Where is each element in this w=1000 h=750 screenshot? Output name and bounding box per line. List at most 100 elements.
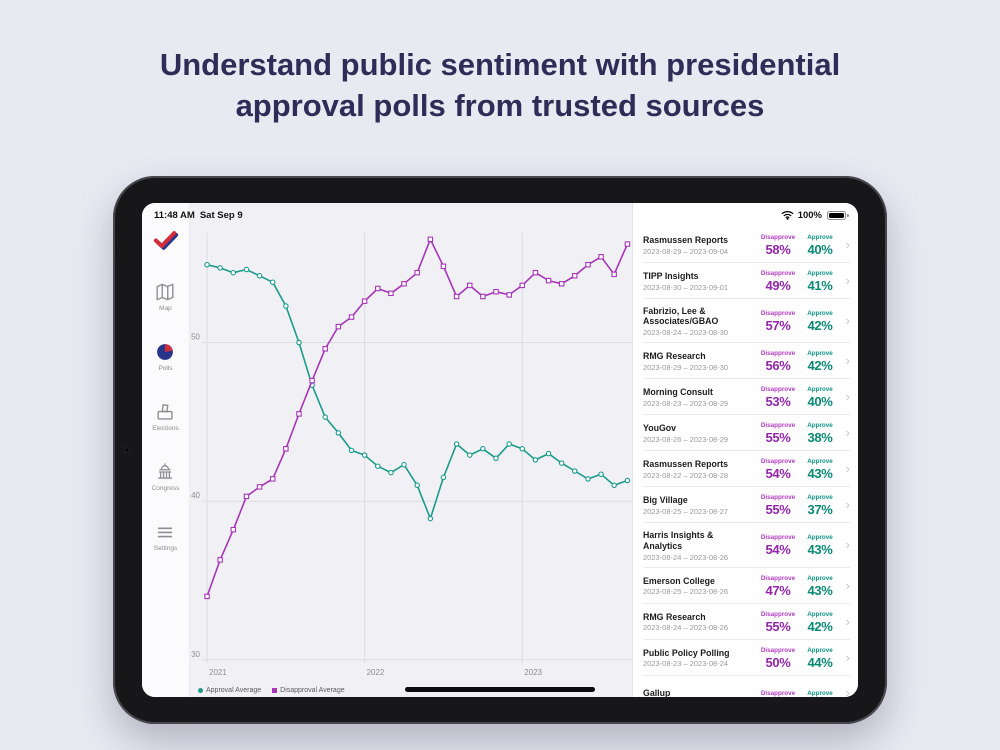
- sidebar-item-label: Elections: [152, 425, 179, 432]
- disapprove-label: Disapprove: [760, 689, 796, 697]
- svg-text:2021: 2021: [209, 668, 227, 677]
- chevron-right-icon: ›: [845, 537, 850, 553]
- poll-row[interactable]: TIPP Insights 2023-08-30 – 2023-09-01 Disa…: [643, 263, 850, 299]
- poll-row[interactable]: Public Policy Polling 2023-08-23 – 2023-0…: [643, 640, 850, 676]
- svg-text:2022: 2022: [367, 668, 385, 677]
- poll-row[interactable]: Rasmussen Reports 2023-08-29 – 2023-09-04…: [643, 227, 850, 263]
- pollster-name: Morning Consult: [643, 387, 713, 398]
- sidebar-item-settings[interactable]: Settings: [152, 521, 180, 552]
- poll-row[interactable]: Harris Insights & Analytics 2023-08-24 – …: [643, 523, 850, 568]
- poll-row[interactable]: RMG Research 2023-08-29 – 2023-08-30 Disap…: [643, 343, 850, 380]
- polls-list: Rasmussen Reports 2023-08-29 – 2023-09-04…: [632, 203, 858, 697]
- approve-value: 41%: [807, 278, 833, 293]
- disapprove-value: 53%: [765, 394, 791, 410]
- wifi-icon: [781, 210, 794, 220]
- disapprove-stat: Disapprove 54%: [757, 534, 799, 557]
- sidebar-item-elections[interactable]: Elections: [152, 401, 180, 432]
- approve-stat: Approve 43%: [799, 458, 841, 481]
- disapprove-label: Disapprove: [760, 422, 796, 430]
- chart-area: 2021 2022 2023 30 40 50 Approval Average Disap…: [190, 203, 632, 697]
- approve-stat: Approve 42%: [799, 350, 841, 373]
- approve-label: Approve: [807, 386, 833, 394]
- poll-row[interactable]: Gallup Disapprove Approve ›: [643, 676, 850, 697]
- svg-text:2023: 2023: [524, 668, 542, 677]
- svg-text:50: 50: [191, 332, 200, 341]
- home-indicator[interactable]: [405, 687, 595, 692]
- poll-date-range: 2023-08-26 – 2023-08-29: [643, 435, 729, 445]
- disapprove-label: Disapprove: [760, 646, 796, 654]
- approve-label: Approve: [807, 689, 833, 697]
- disapprove-stat: Disapprove 55%: [757, 611, 799, 634]
- approval-chart[interactable]: 2021 2022 2023 30 40 50: [190, 225, 632, 697]
- approve-value: 43%: [807, 466, 833, 482]
- disapprove-stat: Disapprove 50%: [757, 647, 799, 670]
- poll-row[interactable]: YouGov 2023-08-26 – 2023-08-29 Disapprove 5…: [643, 415, 850, 452]
- poll-row[interactable]: Emerson College 2023-08-25 – 2023-08-26 Di…: [643, 568, 850, 604]
- chevron-right-icon: ›: [845, 353, 850, 369]
- app-body: Map Polls Elections Congress Settings 2021 20…: [142, 203, 858, 697]
- disapprove-value: 58%: [765, 242, 791, 257]
- pollster-name: Gallup: [643, 688, 671, 697]
- legend-item: Approval Average: [198, 687, 261, 694]
- pollster-name: TIPP Insights: [643, 271, 699, 282]
- disapprove-value: 54%: [765, 466, 791, 482]
- approve-stat: Approve 42%: [799, 310, 841, 333]
- poll-row[interactable]: Morning Consult 2023-08-23 – 2023-08-29 Di…: [643, 379, 850, 416]
- disapprove-stat: Disapprove 55%: [757, 494, 799, 517]
- poll-date-range: 2023-08-29 – 2023-08-30: [643, 363, 729, 373]
- chevron-right-icon: ›: [845, 497, 850, 513]
- chart-legend: Approval Average Disapproval Average: [198, 687, 345, 694]
- legend-item: Disapproval Average: [272, 687, 345, 694]
- ipad-screen: 11:48 AM Sat Sep 9 100%: [142, 203, 858, 697]
- approve-stat: Approve 37%: [799, 494, 841, 517]
- sidebar-item-label: Map: [159, 305, 172, 312]
- approve-value: 42%: [807, 618, 833, 634]
- approve-value: 42%: [807, 318, 833, 334]
- pollster-name: Rasmussen Reports: [643, 459, 729, 470]
- poll-date-range: 2023-08-23 – 2023-08-24: [643, 659, 729, 669]
- poll-row[interactable]: Big Village 2023-08-25 – 2023-08-27 Disapp…: [643, 487, 850, 524]
- chevron-right-icon: ›: [845, 389, 850, 405]
- sidebar-item-map[interactable]: Map: [152, 281, 180, 312]
- app-logo-check-icon: [152, 229, 179, 251]
- poll-date-range: 2023-08-25 – 2023-08-27: [643, 507, 729, 517]
- disapprove-label: Disapprove: [760, 574, 796, 582]
- approve-value: 44%: [807, 654, 833, 670]
- pollster-name: Big Village: [643, 495, 688, 506]
- chevron-right-icon: ›: [845, 461, 850, 477]
- poll-row[interactable]: Rasmussen Reports 2023-08-22 – 2023-08-28…: [643, 451, 850, 488]
- disapprove-value: 50%: [765, 654, 791, 670]
- chevron-right-icon: ›: [845, 577, 850, 593]
- approve-value: 40%: [807, 394, 833, 410]
- approve-value: 37%: [807, 502, 833, 518]
- disapprove-label: Disapprove: [760, 494, 796, 502]
- poll-date-range: 2023-08-24 – 2023-08-26: [643, 623, 729, 633]
- chevron-right-icon: ›: [845, 425, 850, 441]
- disapprove-label: Disapprove: [760, 534, 796, 542]
- battery-percent: 100%: [797, 209, 822, 221]
- poll-row[interactable]: Fabrizio, Lee & Associates/GBAO 2023-08-2…: [643, 299, 850, 344]
- sidebar-item-label: Settings: [153, 545, 178, 552]
- poll-date-range: 2023-08-23 – 2023-08-29: [643, 399, 729, 409]
- pie-chart-icon: [154, 341, 176, 363]
- poll-row[interactable]: RMG Research 2023-08-24 – 2023-08-26 Disap…: [643, 604, 850, 640]
- approve-label: Approve: [807, 422, 833, 430]
- approve-stat: Approve 38%: [799, 422, 841, 445]
- menu-lines-icon: [154, 521, 176, 543]
- disapprove-value: 57%: [765, 318, 791, 334]
- sidebar-item-label: Congress: [151, 485, 180, 492]
- approve-label: Approve: [807, 646, 833, 654]
- disapprove-label: Disapprove: [760, 458, 796, 466]
- sidebar-item-congress[interactable]: Congress: [151, 461, 180, 492]
- disapprove-value: 55%: [765, 618, 791, 634]
- disapprove-label: Disapprove: [760, 270, 796, 277]
- status-date: Sat Sep 9: [199, 209, 243, 221]
- approve-stat: Approve 40%: [799, 234, 841, 257]
- sidebar: Map Polls Elections Congress Settings: [142, 203, 190, 697]
- approve-label: Approve: [807, 610, 833, 618]
- disapprove-stat: Disapprove 57%: [757, 310, 799, 333]
- front-camera: [124, 447, 130, 453]
- ballot-box-icon: [154, 401, 176, 423]
- approve-stat: Approve 41%: [799, 270, 841, 293]
- sidebar-item-polls[interactable]: Polls: [152, 341, 180, 372]
